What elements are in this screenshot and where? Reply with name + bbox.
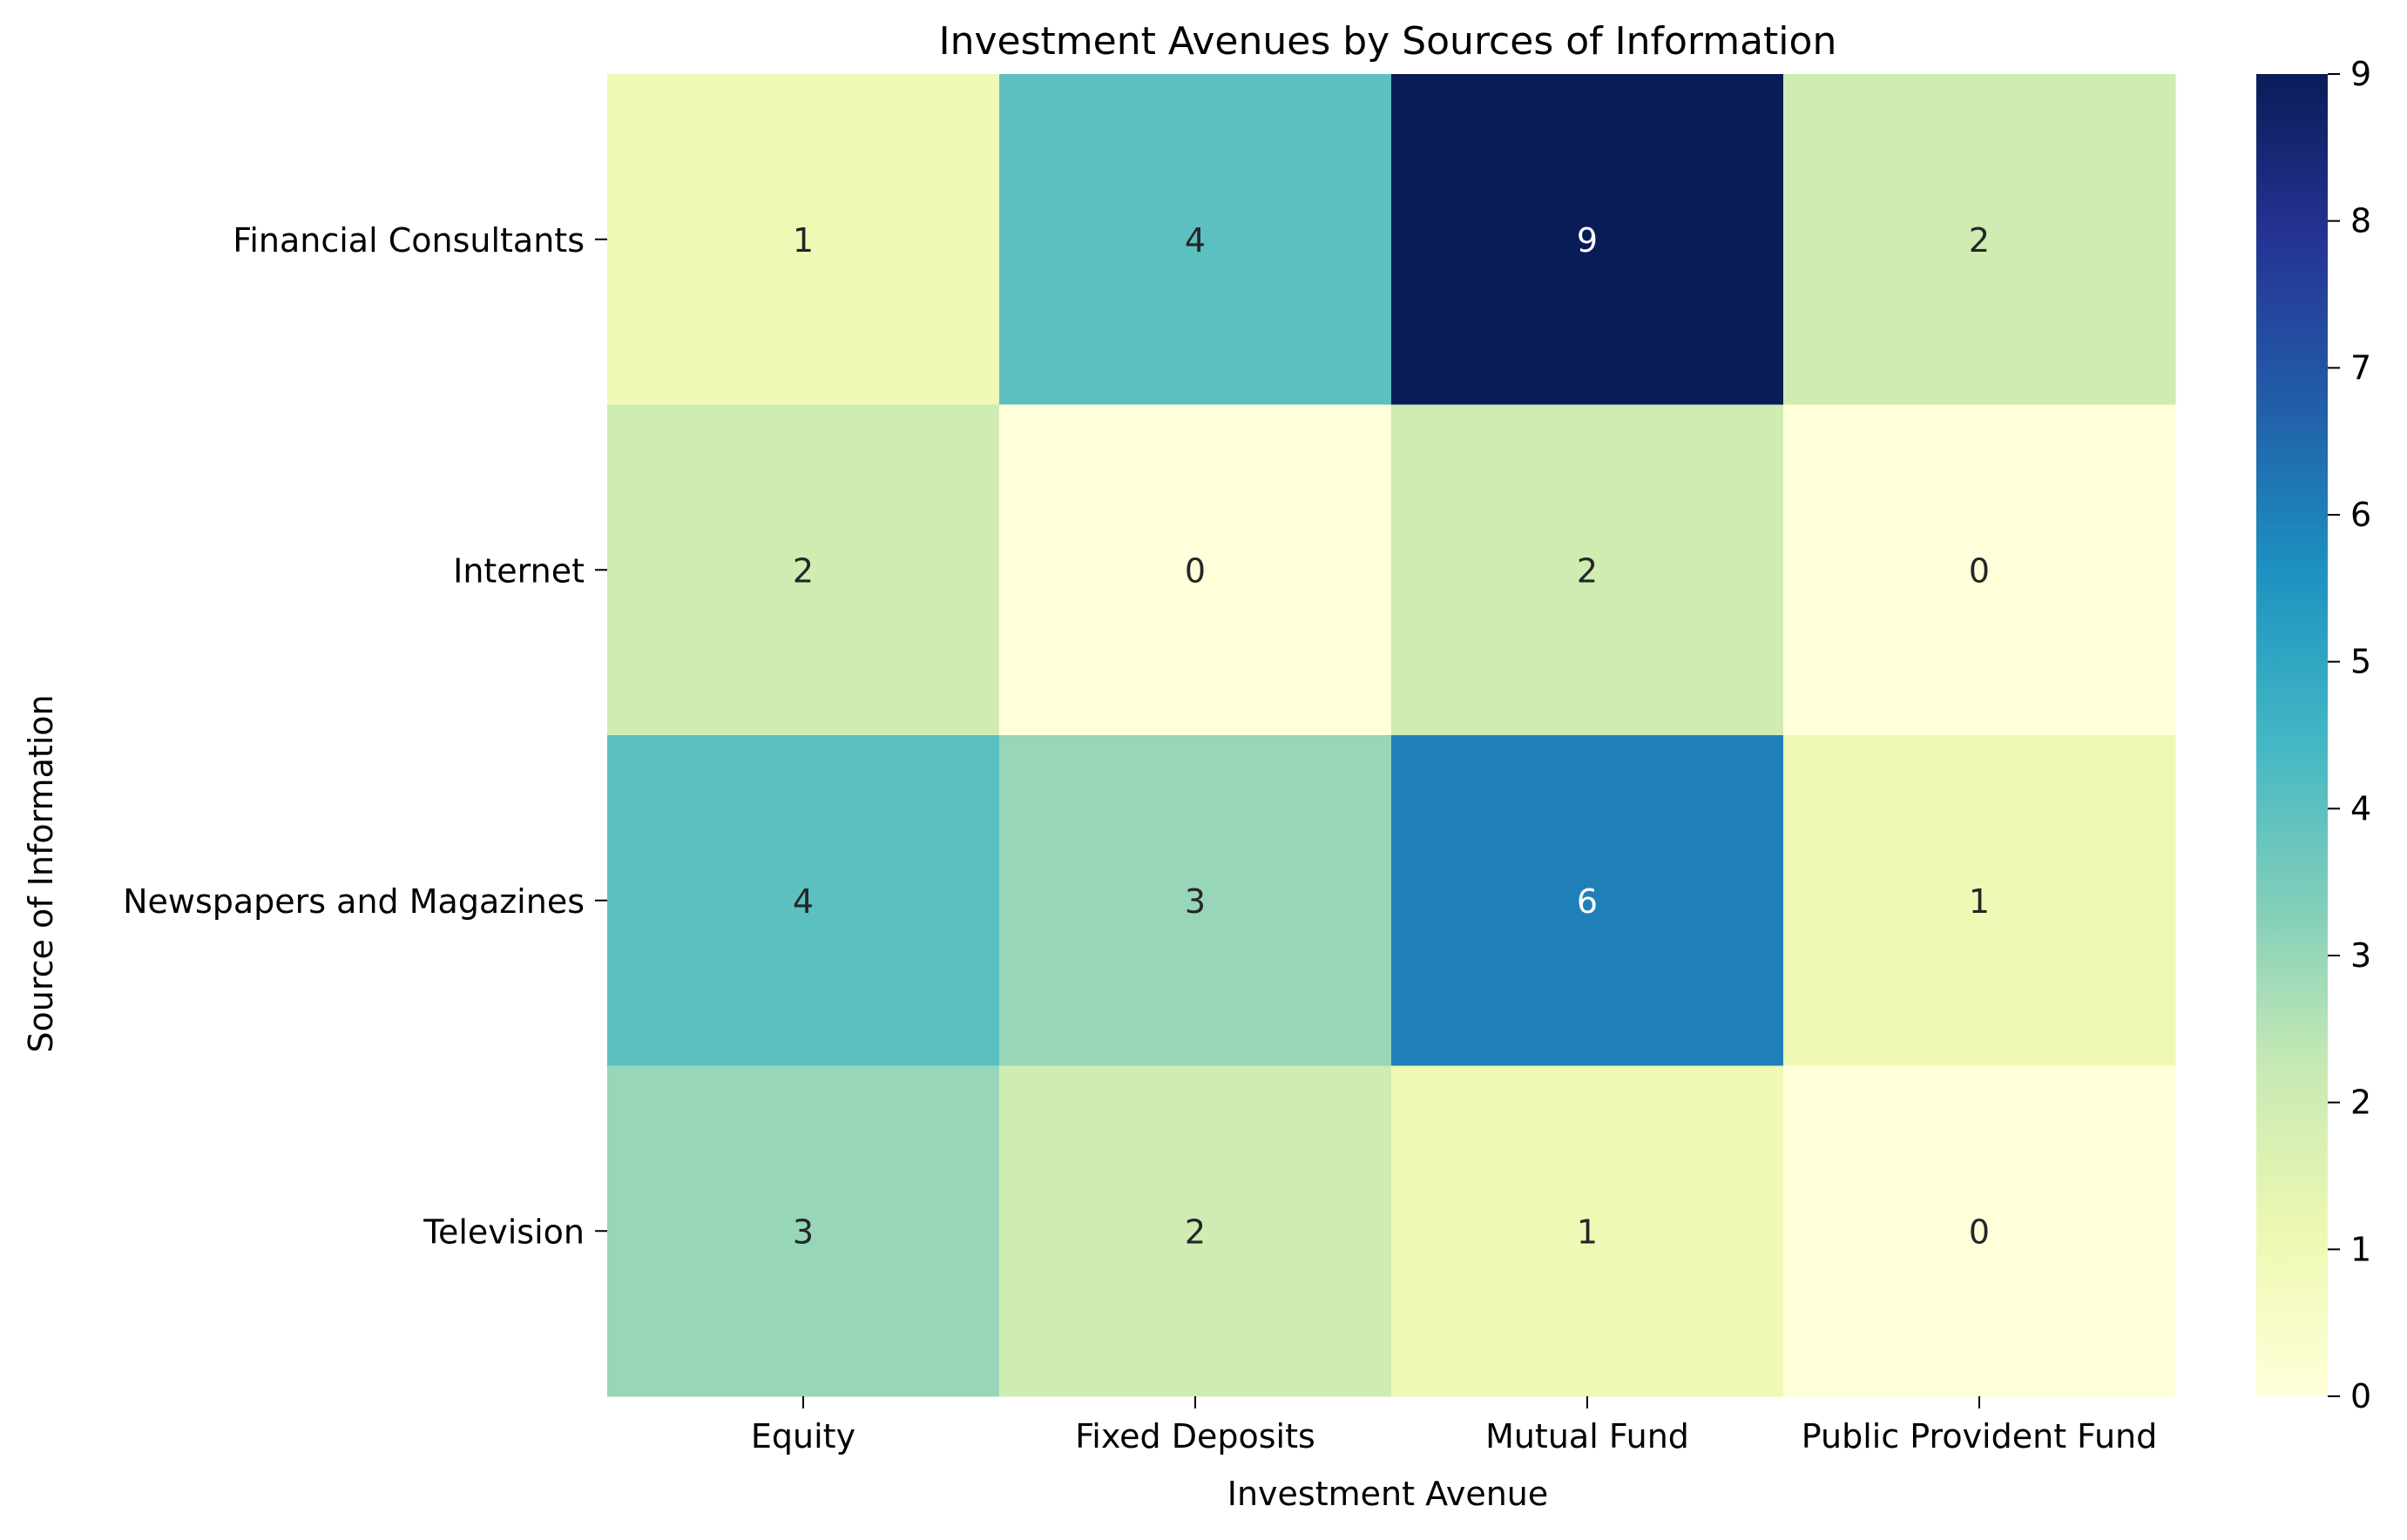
- cell-value-label: 0: [1969, 551, 1990, 590]
- x-tick-label: Fixed Deposits: [1075, 1417, 1315, 1456]
- colorbar: [2256, 74, 2328, 1396]
- heatmap-cell: [1391, 74, 1784, 405]
- colorbar-tick-label: 3: [2350, 936, 2371, 975]
- y-tick-label: Newspapers and Magazines: [123, 882, 585, 921]
- cell-value-label: 4: [793, 882, 814, 921]
- colorbar-tick-label: 8: [2350, 202, 2371, 240]
- cell-value-label: 9: [1577, 221, 1598, 260]
- heatmap-cell: [999, 735, 1392, 1066]
- colorbar-tick-label: 0: [2350, 1377, 2371, 1415]
- cell-value-label: 6: [1577, 882, 1598, 921]
- heatmap-cell: [1783, 404, 2176, 736]
- colorbar-tick-label: 5: [2350, 643, 2371, 681]
- cell-value-label: 0: [1969, 1212, 1990, 1251]
- y-tick-label: Financial Consultants: [233, 221, 585, 260]
- heatmap-cell: [1391, 735, 1784, 1066]
- heatmap-cell: [607, 1065, 1000, 1397]
- heatmap-cell: [1783, 74, 2176, 405]
- colorbar-tick-label: 7: [2350, 348, 2371, 387]
- colorbar-tick-label: 6: [2350, 496, 2371, 534]
- heatmap-cell: [1391, 404, 1784, 736]
- cell-value-label: 3: [1185, 882, 1206, 921]
- heatmap-cell: [607, 735, 1000, 1066]
- y-tick-label: Television: [423, 1212, 585, 1251]
- heatmap-cell: [999, 1065, 1392, 1397]
- colorbar-tick-label: 9: [2350, 55, 2371, 93]
- chart-title: Investment Avenues by Sources of Informa…: [939, 19, 1837, 64]
- x-tick-label: Mutual Fund: [1485, 1417, 1689, 1456]
- cell-value-label: 1: [1969, 882, 1990, 921]
- cell-value-label: 0: [1185, 551, 1206, 590]
- x-axis-label: Investment Avenue: [1227, 1475, 1549, 1513]
- colorbar-tick-label: 2: [2350, 1084, 2371, 1122]
- heatmap-cell: [1783, 735, 2176, 1066]
- y-axis-label: Source of Information: [22, 694, 60, 1052]
- heatmap-cell: [999, 404, 1392, 736]
- heatmap-cell: [1783, 1065, 2176, 1397]
- x-tick-label: Equity: [751, 1417, 855, 1456]
- y-tick-label: Internet: [453, 551, 585, 590]
- heatmap-cell: [1391, 1065, 1784, 1397]
- colorbar-tick-label: 1: [2350, 1230, 2371, 1268]
- cell-value-label: 1: [1577, 1212, 1598, 1251]
- cell-value-label: 2: [1969, 221, 1990, 260]
- cell-value-label: 2: [1577, 551, 1598, 590]
- heatmap-cell: [607, 404, 1000, 736]
- heatmap-cell: [999, 74, 1392, 405]
- colorbar-ticks: 0 1 2 3 4 5 6 7 8 9: [2328, 55, 2371, 1415]
- x-tick-label: Public Provident Fund: [1802, 1417, 2158, 1456]
- cell-value-label: 2: [1185, 1212, 1206, 1251]
- cell-value-label: 3: [793, 1212, 814, 1251]
- heatmap-cells: 1 4 9 2 2 0 2 0 4 3 6 1 3 2 1 0: [607, 74, 2176, 1397]
- cell-value-label: 4: [1185, 221, 1206, 260]
- cell-value-label: 1: [793, 221, 814, 260]
- cell-value-label: 2: [793, 551, 814, 590]
- axis-ticks: Equity Fixed Deposits Mutual Fund Public Pr…: [123, 221, 2157, 1456]
- colorbar-tick-label: 4: [2350, 789, 2371, 827]
- heatmap-cell: [607, 74, 1000, 405]
